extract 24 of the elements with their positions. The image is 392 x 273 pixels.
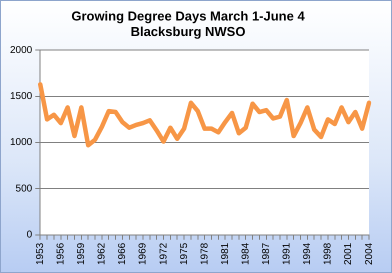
y-tick-label: 1000 [10, 137, 33, 148]
x-tick-label: 1987 [261, 242, 272, 266]
x-tick-label: 1953 [34, 242, 46, 266]
y-tick-label: 2000 [10, 44, 33, 56]
x-tick-label: 1981 [220, 242, 231, 266]
x-tick-label: 1978 [199, 242, 210, 266]
x-tick-label: 1956 [56, 242, 67, 266]
x-tick-label: 1994 [302, 242, 314, 266]
x-tick-label: 2004 [364, 242, 375, 266]
x-tick-label: 2001 [343, 242, 354, 266]
x-tick-label: 1959 [76, 242, 88, 266]
x-tick-label: 1991 [282, 242, 293, 266]
x-tick-label: 1972 [158, 242, 170, 266]
x-tick-label: 1998 [322, 242, 334, 266]
x-tick-label: 1984 [240, 242, 252, 266]
x-tick-label: 1969 [138, 242, 149, 266]
x-tick-label: 1975 [178, 242, 190, 266]
text: Growing Degree Days March 1-June 4 [71, 8, 305, 24]
x-tick-label: 1962 [96, 242, 108, 266]
x-tick-label: 1966 [117, 242, 128, 266]
y-tick-label: 500 [16, 183, 33, 194]
y-tick-label: 1500 [10, 91, 33, 102]
text: Blacksburg NWSO [130, 24, 246, 39]
y-tick-label: 0 [26, 230, 33, 241]
